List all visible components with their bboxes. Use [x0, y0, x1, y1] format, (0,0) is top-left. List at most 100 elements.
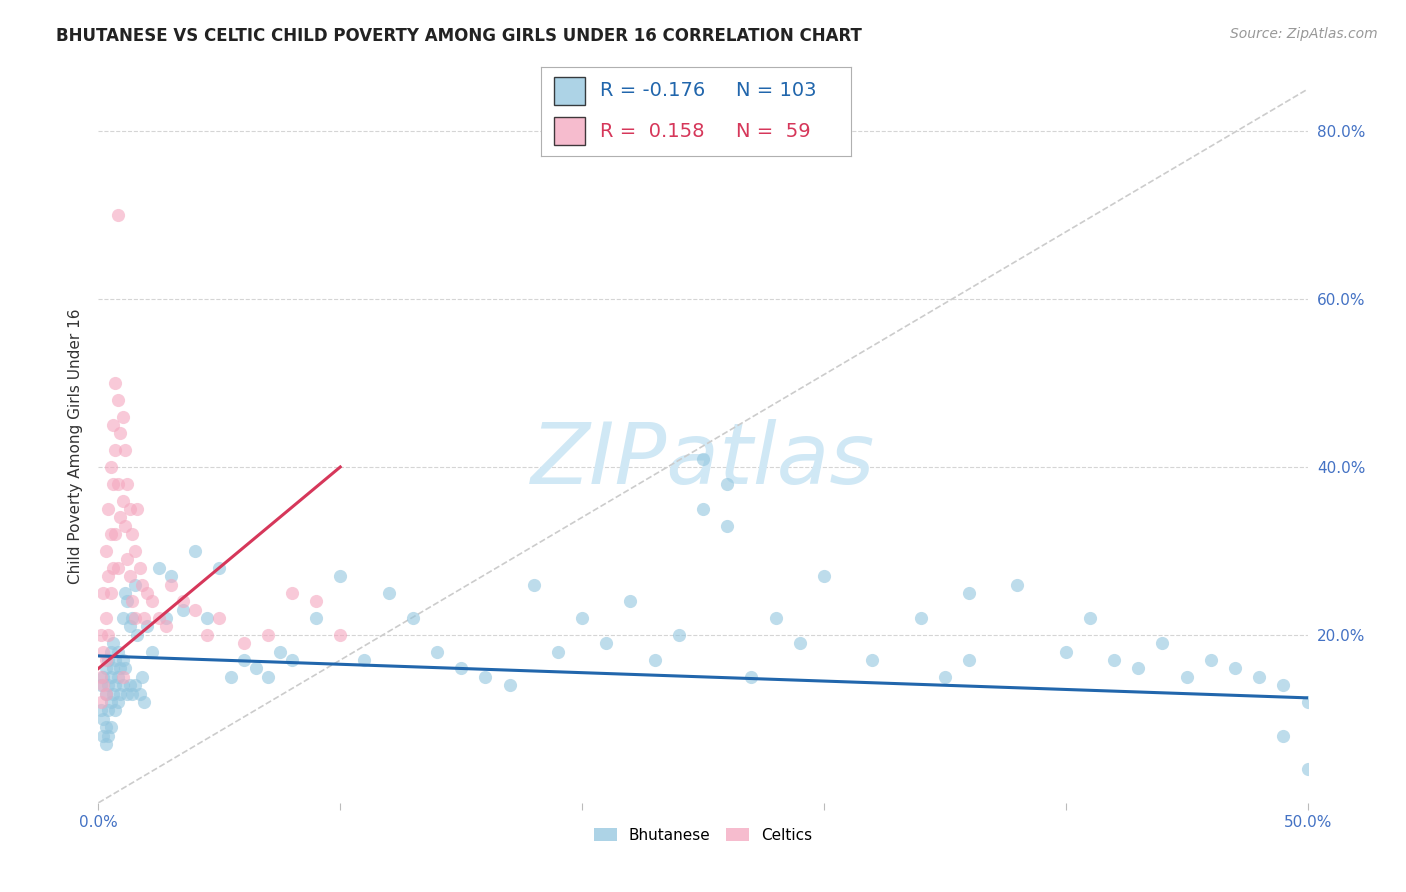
Point — [1296, 762, 1319, 776]
Point — [90, 703, 112, 717]
Text: BHUTANESE VS CELTIC CHILD POVERTY AMONG GIRLS UNDER 16 CORRELATION CHART: BHUTANESE VS CELTIC CHILD POVERTY AMONG … — [56, 27, 862, 45]
Point — [111, 678, 134, 692]
Point — [94, 720, 117, 734]
Text: ZIPatlas: ZIPatlas — [531, 418, 875, 502]
Point — [1128, 661, 1150, 675]
Point — [111, 611, 134, 625]
FancyBboxPatch shape — [554, 117, 585, 145]
Point — [111, 409, 134, 424]
Y-axis label: Child Poverty Among Girls Under 16: Child Poverty Among Girls Under 16 — [67, 309, 83, 583]
Point — [195, 628, 218, 642]
Point — [90, 628, 112, 642]
Point — [1007, 577, 1029, 591]
Point — [104, 376, 127, 390]
Point — [91, 670, 114, 684]
Point — [101, 687, 124, 701]
Point — [121, 611, 143, 625]
Point — [118, 502, 141, 516]
Point — [107, 695, 129, 709]
Point — [127, 628, 149, 642]
Point — [111, 670, 134, 684]
Point — [101, 476, 124, 491]
Point — [100, 720, 122, 734]
Point — [269, 645, 291, 659]
Point — [117, 552, 139, 566]
Point — [100, 527, 122, 541]
Text: R =  0.158: R = 0.158 — [600, 121, 704, 141]
Point — [1152, 636, 1174, 650]
Point — [91, 678, 114, 692]
Point — [221, 670, 243, 684]
Point — [97, 703, 120, 717]
Point — [595, 636, 617, 650]
Point — [121, 687, 143, 701]
Point — [107, 560, 129, 574]
Point — [118, 678, 141, 692]
Point — [94, 687, 117, 701]
Point — [305, 594, 328, 608]
Point — [104, 653, 127, 667]
Point — [184, 544, 207, 558]
Point — [128, 687, 150, 701]
Point — [121, 594, 143, 608]
Point — [523, 577, 546, 591]
Point — [644, 653, 666, 667]
Point — [195, 611, 218, 625]
Point — [104, 703, 127, 717]
Point — [117, 476, 139, 491]
Point — [740, 670, 762, 684]
Point — [1078, 611, 1101, 625]
Point — [450, 661, 472, 675]
Point — [1272, 729, 1295, 743]
Text: N = 103: N = 103 — [737, 81, 817, 101]
Point — [104, 443, 127, 458]
Point — [90, 670, 112, 684]
Point — [813, 569, 835, 583]
Point — [934, 670, 956, 684]
Point — [245, 661, 267, 675]
Point — [160, 577, 183, 591]
Point — [172, 594, 194, 608]
Point — [104, 527, 127, 541]
Point — [1199, 653, 1222, 667]
Point — [107, 670, 129, 684]
Point — [329, 569, 352, 583]
Point — [716, 476, 738, 491]
Point — [232, 636, 254, 650]
Point — [692, 502, 714, 516]
Point — [155, 619, 177, 633]
Point — [94, 653, 117, 667]
Point — [97, 678, 120, 692]
Point — [91, 729, 114, 743]
Point — [1223, 661, 1246, 675]
Point — [101, 636, 124, 650]
Text: Source: ZipAtlas.com: Source: ZipAtlas.com — [1230, 27, 1378, 41]
Point — [172, 603, 194, 617]
Point — [101, 661, 124, 675]
Point — [101, 560, 124, 574]
Point — [97, 502, 120, 516]
Point — [474, 670, 496, 684]
Point — [232, 653, 254, 667]
Point — [107, 208, 129, 222]
Point — [107, 476, 129, 491]
Point — [571, 611, 593, 625]
Point — [716, 518, 738, 533]
Point — [107, 645, 129, 659]
Point — [256, 670, 278, 684]
Point — [94, 687, 117, 701]
Point — [97, 628, 120, 642]
Point — [281, 586, 304, 600]
Text: R = -0.176: R = -0.176 — [600, 81, 706, 101]
Point — [910, 611, 932, 625]
Point — [108, 426, 131, 441]
Point — [100, 460, 122, 475]
Point — [208, 560, 231, 574]
Point — [1175, 670, 1198, 684]
Point — [498, 678, 520, 692]
Point — [619, 594, 641, 608]
Point — [94, 544, 117, 558]
Point — [789, 636, 811, 650]
Point — [765, 611, 787, 625]
Point — [1272, 678, 1295, 692]
